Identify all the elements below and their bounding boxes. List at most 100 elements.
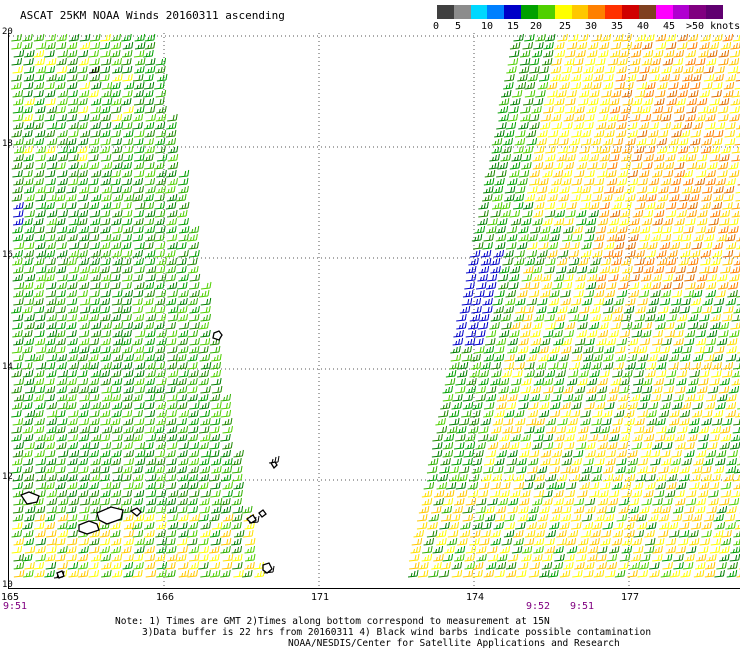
barb-feather — [135, 500, 138, 506]
barb-feather — [117, 250, 120, 257]
wind-barb — [77, 121, 88, 130]
barb-feather — [161, 114, 164, 121]
barb-shaft — [66, 495, 76, 498]
wind-barb — [111, 145, 123, 154]
wind-barb — [99, 449, 111, 458]
wind-barb — [155, 417, 167, 426]
barb-feather — [209, 297, 212, 305]
barb-feather — [164, 89, 167, 97]
barb-feather — [178, 196, 181, 202]
barb-feather — [15, 180, 18, 186]
barb-feather — [183, 458, 186, 465]
barb-feather — [30, 449, 33, 457]
wind-barb — [13, 281, 25, 290]
barb-feather — [37, 244, 40, 250]
barb-feather — [154, 305, 157, 313]
barb-feather — [159, 412, 162, 418]
barb-shaft — [100, 423, 110, 426]
barb-shaft — [121, 55, 132, 58]
barb-feather — [150, 226, 153, 233]
barb-feather — [21, 89, 24, 97]
barb-feather — [110, 169, 113, 177]
barb-feather — [195, 257, 198, 265]
barb-shaft — [123, 431, 133, 434]
barb-feather — [29, 442, 32, 449]
wind-barb — [143, 281, 155, 290]
barb-shaft — [21, 367, 32, 370]
barb-shaft — [57, 215, 67, 218]
barb-feather — [181, 354, 184, 361]
barb-shaft — [199, 359, 209, 362]
legend-label: 5 — [455, 21, 462, 32]
barb-feather — [18, 450, 21, 457]
barb-shaft — [11, 375, 21, 378]
barb-shaft — [56, 423, 67, 426]
wind-barb — [198, 321, 209, 330]
barb-feather — [24, 148, 27, 154]
barb-feather — [76, 425, 79, 433]
barb-feather — [26, 196, 29, 202]
barb-shaft — [46, 111, 56, 114]
wind-barb — [68, 209, 79, 218]
wind-barb — [166, 281, 178, 290]
barb-feather — [146, 516, 149, 522]
wind-barb — [132, 337, 143, 346]
wind-barb — [200, 489, 212, 498]
barb-feather — [130, 121, 133, 129]
barb-feather — [162, 201, 165, 209]
wind-barb — [188, 225, 200, 234]
barb-feather — [63, 233, 66, 241]
barb-feather — [72, 146, 75, 153]
barb-shaft — [155, 439, 165, 442]
barb-feather — [84, 58, 87, 65]
barb-feather — [115, 202, 118, 209]
barb-feather — [180, 476, 183, 482]
wind-barb — [44, 385, 56, 394]
barb-feather — [206, 321, 209, 329]
barb-shaft — [44, 255, 54, 258]
barb-shaft — [66, 55, 76, 58]
barb-feather — [71, 364, 74, 370]
wind-barb — [166, 393, 178, 402]
wind-barb — [176, 433, 188, 442]
wind-barb — [154, 449, 166, 458]
barb-feather — [84, 258, 87, 265]
barb-shaft — [199, 463, 209, 466]
wind-barb — [34, 129, 46, 138]
barb-feather — [113, 220, 116, 226]
barb-feather — [28, 458, 31, 465]
barb-feather — [87, 321, 90, 329]
wind-barb — [101, 321, 113, 330]
barb-feather — [175, 329, 178, 337]
barb-feather — [143, 385, 146, 393]
wind-barb — [55, 505, 67, 514]
barb-feather — [71, 378, 74, 385]
barb-feather — [94, 138, 97, 145]
barb-feather — [71, 36, 74, 42]
barb-feather — [40, 242, 43, 249]
wind-barb — [67, 105, 79, 114]
barb-feather — [129, 305, 132, 313]
barb-feather — [110, 161, 113, 169]
barb-shaft — [77, 415, 88, 418]
wind-barb — [210, 361, 222, 370]
barb-feather — [183, 330, 186, 337]
barb-feather — [142, 49, 145, 57]
barb-feather — [114, 332, 117, 338]
barb-feather — [147, 132, 150, 138]
barb-feather — [63, 305, 66, 313]
barb-feather — [41, 274, 44, 281]
wind-barb — [45, 57, 57, 66]
barb-feather — [175, 345, 178, 353]
wind-barb — [34, 97, 45, 106]
barb-shaft — [155, 231, 165, 234]
barb-feather — [198, 513, 200, 521]
barb-feather — [238, 506, 241, 513]
wind-barb — [68, 33, 80, 42]
wind-barb — [198, 481, 209, 490]
barb-shaft — [165, 143, 175, 146]
barb-feather — [115, 124, 118, 130]
wind-barb — [123, 193, 135, 202]
barb-feather — [121, 153, 124, 161]
barb-feather — [127, 362, 130, 369]
